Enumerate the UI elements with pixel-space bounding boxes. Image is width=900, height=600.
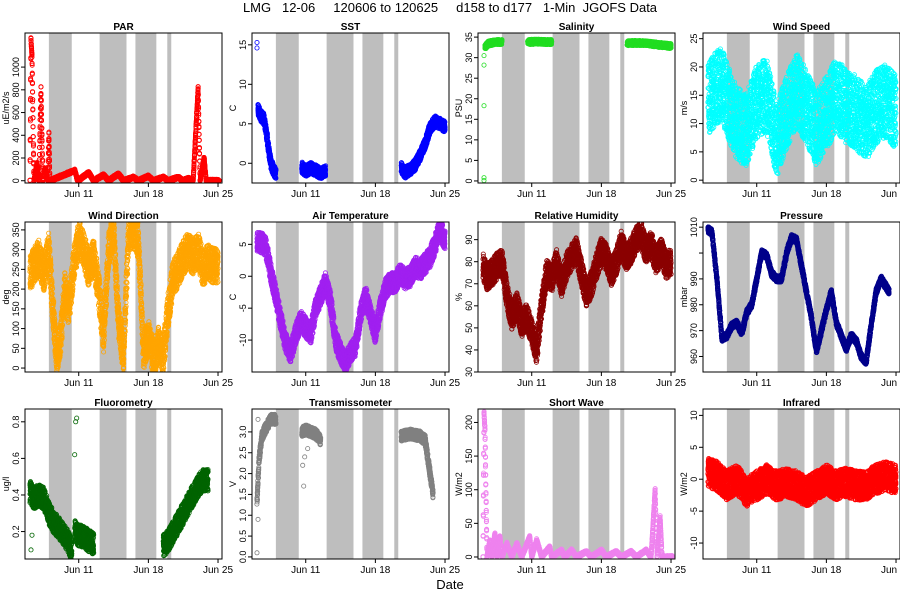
data-point [37, 144, 43, 150]
data-point [38, 91, 44, 97]
data-point [40, 159, 46, 165]
data-point [39, 125, 45, 131]
data-point [38, 98, 44, 104]
data-point [46, 129, 52, 135]
data-point [39, 150, 45, 156]
data-point [46, 138, 52, 144]
data-point [36, 164, 42, 170]
data-point [38, 106, 44, 112]
data-point [38, 84, 44, 90]
gap-band [275, 33, 299, 183]
data-point [29, 89, 35, 95]
gap-band [167, 33, 172, 183]
panel-par: PAR 0 200 400 600 800 1000 uE/m2/s Jun 11 Jun 18 J… [1, 22, 233, 200]
data-point [39, 138, 45, 144]
data-point [29, 52, 35, 58]
y-tick-label: 1000 [11, 57, 21, 77]
y-axis-label: uE/m2/s [1, 91, 11, 125]
y-tick-label: 400 [11, 128, 21, 143]
data-point [39, 118, 45, 124]
data-point [30, 142, 36, 148]
data-point [30, 134, 36, 140]
data-point [47, 158, 53, 164]
data-point [39, 152, 45, 158]
data-point [46, 149, 52, 155]
gap-band [394, 33, 399, 183]
data-point [39, 144, 45, 150]
data-point [37, 151, 43, 157]
panel-title: PAR [113, 22, 134, 33]
data-point [46, 151, 52, 157]
data-point [37, 112, 43, 118]
data-point [27, 157, 33, 163]
data-point [30, 97, 36, 103]
data-point [29, 70, 35, 76]
data-point [39, 111, 45, 117]
data-point [28, 38, 34, 44]
data-point [39, 137, 45, 143]
data-point [46, 156, 52, 162]
y-tick-label: 800 [11, 82, 21, 97]
data-point [30, 99, 36, 105]
x-tick-label: Jun 25 [203, 189, 233, 200]
x-tick-label: Jun 11 [64, 189, 94, 200]
data-point [46, 144, 52, 150]
data-point [45, 150, 51, 156]
data-point [29, 54, 35, 60]
main-title: LMG 12-06 120606 to 120625 d158 to d177 … [0, 0, 900, 16]
y-tick-label: 200 [11, 150, 21, 165]
data-point [27, 116, 33, 122]
data-point [30, 107, 36, 113]
data-point [29, 62, 35, 68]
data-point [30, 115, 36, 121]
gap-band [99, 33, 127, 183]
data-point [30, 124, 36, 130]
x-tick-label: Jun 18 [133, 189, 163, 200]
gap-band [135, 33, 157, 183]
gap-band [362, 33, 384, 183]
data-point [47, 172, 53, 178]
data-point [29, 80, 35, 86]
data-point [31, 152, 37, 158]
y-tick-label: 0 [11, 178, 21, 183]
data-point [27, 118, 33, 124]
data-point [38, 103, 44, 109]
data-point [28, 35, 34, 41]
data-point [47, 163, 53, 169]
data-point [47, 170, 53, 176]
gap-band [48, 33, 72, 183]
gap-band [326, 33, 354, 183]
y-tick-label: 600 [11, 105, 21, 120]
data-point [27, 138, 33, 144]
data-point [29, 60, 35, 66]
